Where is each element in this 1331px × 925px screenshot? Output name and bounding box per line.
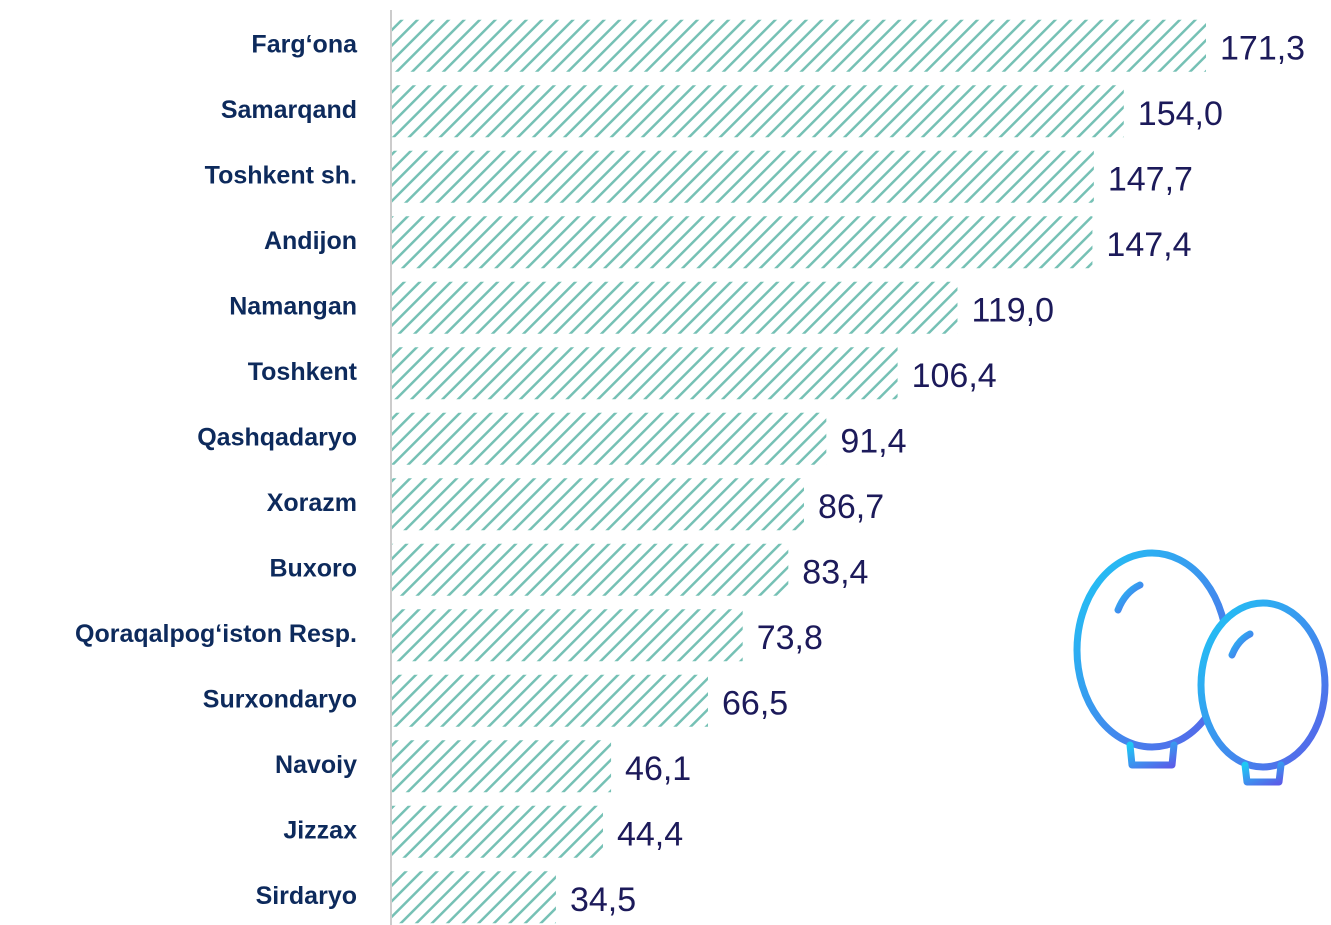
bar (392, 740, 612, 793)
value-label: 171,3 (1220, 30, 1305, 68)
value-label: 34,5 (570, 881, 636, 919)
category-label: Namangan (229, 292, 357, 320)
category-label: Toshkent sh. (205, 161, 357, 189)
bar (392, 19, 1206, 72)
value-label: 83,4 (802, 554, 868, 592)
value-label: 91,4 (840, 423, 906, 461)
bar (392, 543, 789, 596)
value-label: 86,7 (818, 488, 884, 526)
category-label: Toshkent (248, 358, 358, 386)
value-label: 46,1 (625, 750, 691, 788)
value-label: 106,4 (912, 357, 997, 395)
bar (392, 347, 898, 400)
bar (392, 674, 709, 727)
category-label: Samarqand (221, 96, 357, 124)
category-label: Andijon (264, 227, 357, 255)
category-label: Navoiy (275, 751, 357, 779)
category-label: Qashqadaryo (197, 423, 357, 451)
category-label: Xorazm (267, 489, 357, 517)
value-label: 73,8 (757, 619, 823, 657)
value-label: 154,0 (1138, 95, 1223, 133)
bar (392, 216, 1093, 269)
category-label: Buxoro (270, 554, 358, 582)
category-label: Farg‘ona (251, 30, 358, 58)
category-label: Surxondaryo (203, 685, 357, 713)
bar (392, 281, 958, 334)
value-label: 147,4 (1106, 226, 1191, 264)
bar (392, 609, 743, 662)
value-label: 147,7 (1108, 161, 1193, 199)
value-label: 44,4 (617, 816, 683, 854)
bar (392, 805, 603, 858)
value-label: 119,0 (971, 292, 1054, 330)
bar (392, 871, 556, 924)
bar (392, 150, 1094, 203)
bar (392, 478, 804, 531)
value-label: 66,5 (722, 685, 788, 723)
balloons-icon (1073, 549, 1329, 894)
category-label: Sirdaryo (256, 882, 357, 910)
bar (392, 85, 1124, 138)
category-label: Qoraqalpog‘iston Resp. (75, 620, 357, 648)
bar (392, 412, 827, 465)
category-label: Jizzax (283, 816, 357, 844)
